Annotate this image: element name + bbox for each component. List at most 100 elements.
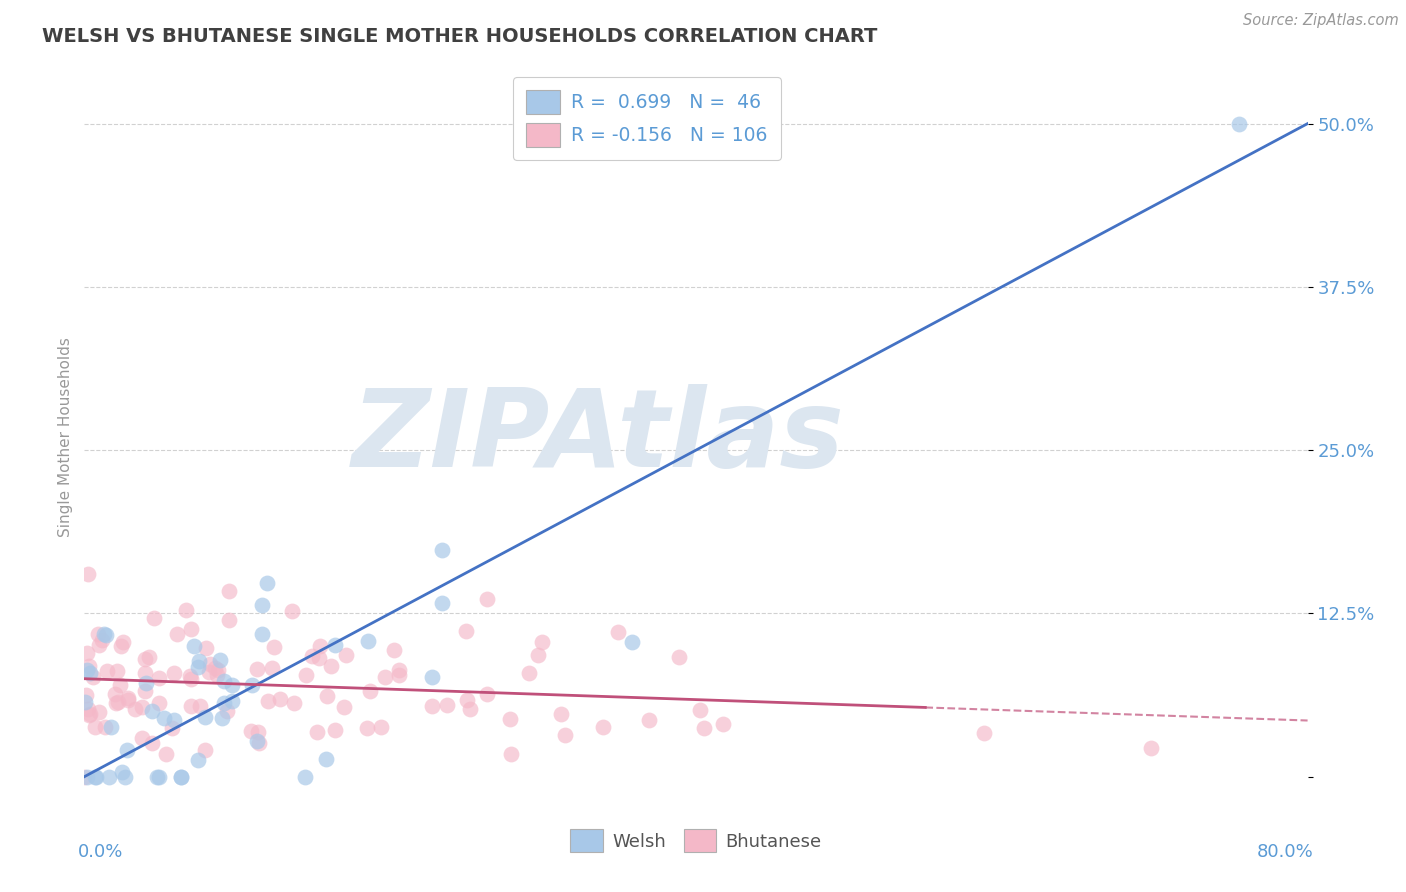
Point [283, 696, 305, 710]
Point [75, 695, 97, 709]
Point [141, 704, 163, 718]
Point [134, 666, 156, 681]
Point [160, 721, 183, 735]
Point [321, 659, 343, 673]
Point [76, 566, 98, 581]
Point [73, 770, 96, 784]
Text: WELSH VS BHUTANESE SINGLE MOTHER HOUSEHOLDS CORRELATION CHART: WELSH VS BHUTANESE SINGLE MOTHER HOUSEHO… [42, 27, 877, 45]
Point [105, 665, 128, 679]
Point [86, 770, 108, 784]
Point [382, 643, 405, 657]
Text: Source: ZipAtlas.com: Source: ZipAtlas.com [1243, 13, 1399, 29]
Point [91, 633, 114, 648]
Point [1139, 741, 1161, 756]
Point [124, 701, 146, 715]
Point [183, 639, 205, 653]
Point [250, 598, 273, 612]
Point [112, 635, 135, 649]
Point [245, 663, 267, 677]
Point [257, 694, 280, 708]
Point [174, 603, 197, 617]
Point [110, 678, 132, 692]
Point [135, 676, 157, 690]
Text: ZIPAtlas: ZIPAtlas [352, 384, 845, 490]
Point [333, 699, 356, 714]
Point [100, 720, 122, 734]
Point [221, 693, 243, 707]
Point [247, 736, 270, 750]
Point [190, 698, 212, 713]
Point [163, 666, 186, 681]
Point [76, 770, 98, 784]
Point [456, 693, 478, 707]
Point [180, 672, 202, 686]
Point [212, 696, 235, 710]
Point [374, 670, 396, 684]
Point [79, 706, 101, 721]
Point [527, 648, 550, 662]
Point [218, 584, 240, 599]
Point [114, 770, 136, 784]
Point [422, 670, 444, 684]
Text: 80.0%: 80.0% [1257, 843, 1313, 861]
Point [359, 684, 381, 698]
Point [110, 639, 132, 653]
Point [246, 724, 269, 739]
Point [211, 711, 233, 725]
Point [79, 666, 101, 681]
Point [460, 702, 482, 716]
Point [166, 627, 188, 641]
Point [531, 635, 554, 649]
Point [301, 649, 323, 664]
Point [117, 691, 139, 706]
Point [204, 661, 226, 675]
Point [294, 770, 316, 784]
Point [87, 638, 110, 652]
Point [84, 720, 107, 734]
Point [637, 714, 659, 728]
Point [131, 700, 153, 714]
Point [77, 708, 100, 723]
Point [689, 703, 711, 717]
Point [550, 706, 572, 721]
Point [197, 665, 219, 679]
Point [269, 692, 291, 706]
Point [134, 683, 156, 698]
Point [148, 770, 170, 784]
Point [387, 663, 409, 677]
Point [93, 626, 115, 640]
Point [187, 654, 209, 668]
Point [305, 724, 328, 739]
Point [606, 624, 628, 639]
Point [115, 742, 138, 756]
Point [214, 674, 236, 689]
Point [436, 698, 458, 712]
Point [309, 639, 332, 653]
Point [148, 696, 170, 710]
Point [179, 669, 201, 683]
Point [475, 687, 498, 701]
Point [217, 704, 239, 718]
Point [554, 728, 576, 742]
Point [240, 678, 263, 692]
Point [86, 627, 108, 641]
Point [501, 747, 523, 761]
Point [323, 723, 346, 737]
Point [194, 743, 217, 757]
Point [97, 770, 120, 784]
Point [142, 611, 165, 625]
Y-axis label: Single Mother Households: Single Mother Households [58, 337, 73, 537]
Point [430, 543, 453, 558]
Point [668, 649, 690, 664]
Text: 0.0%: 0.0% [79, 843, 124, 861]
Point [111, 764, 134, 779]
Point [146, 770, 169, 784]
Point [194, 710, 217, 724]
Point [207, 663, 229, 677]
Point [693, 721, 716, 735]
Point [89, 706, 111, 720]
Point [260, 661, 283, 675]
Point [107, 694, 129, 708]
Point [422, 698, 444, 713]
Point [170, 770, 193, 784]
